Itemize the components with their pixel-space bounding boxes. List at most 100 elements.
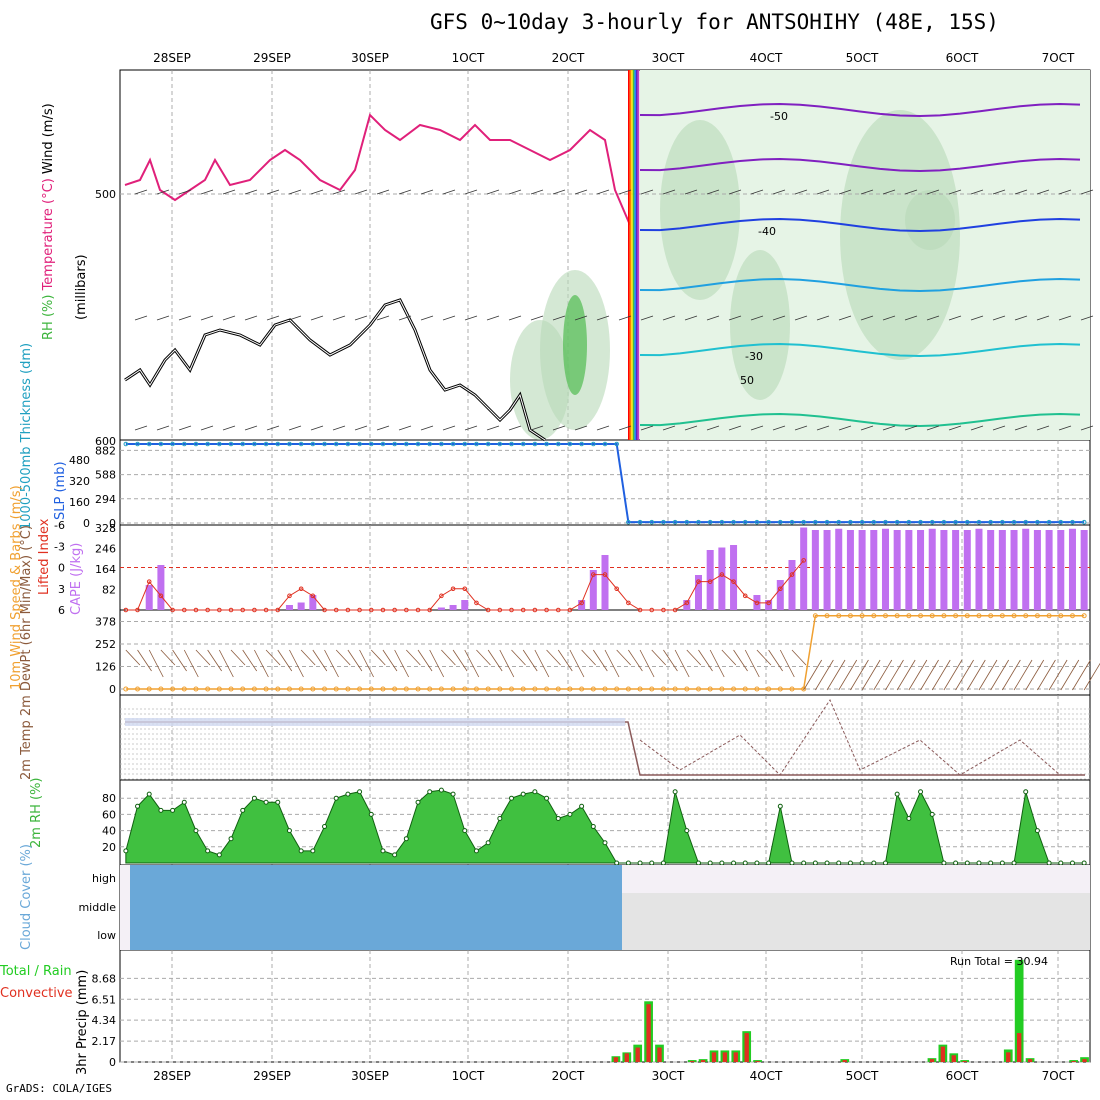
wind-barb: [698, 649, 713, 672]
wind-speed-point: [205, 686, 211, 692]
cape-bar: [881, 528, 889, 610]
wind-speed-point: [871, 613, 877, 619]
precip-convective-bar: [624, 1053, 629, 1062]
wind-barb: [324, 649, 339, 678]
moisture-line-inner: [124, 299, 546, 441]
slp-point: [684, 519, 690, 525]
wind-speed-point: [847, 613, 853, 619]
slp-point: [322, 441, 327, 447]
wind-speed-point: [1058, 613, 1064, 619]
wind-barb: [992, 189, 1006, 195]
wind-barb: [552, 315, 566, 321]
wind-speed-point: [345, 686, 351, 692]
wind-barb: [200, 189, 214, 195]
wind-speed-point: [824, 613, 830, 619]
rh-point: [894, 791, 900, 797]
wind-speed-point: [918, 613, 924, 619]
wind-barb: [1060, 659, 1080, 691]
rh-point: [555, 815, 561, 821]
wind-barb: [300, 649, 316, 666]
wind-speed-point: [882, 613, 888, 619]
wind-barb: [486, 189, 500, 195]
wind-barb: [332, 425, 346, 431]
slp-point: [217, 441, 222, 447]
rainbow-band: [631, 70, 633, 440]
wind-barb: [816, 315, 830, 321]
cape-bar: [1057, 530, 1065, 610]
precip-convective-bar: [951, 1055, 956, 1062]
wind-barb: [1048, 659, 1068, 691]
slp-point: [988, 519, 993, 525]
x-tick-label-bottom: 28SEP: [153, 1069, 191, 1083]
x-tick-label-bottom: 30SEP: [351, 1069, 389, 1083]
wind-barb: [398, 425, 412, 431]
wind-barb: [860, 425, 874, 431]
x-tick-label-bottom: 5OCT: [846, 1069, 879, 1083]
precip-convective-bar: [842, 1060, 847, 1062]
slp-point: [532, 441, 538, 447]
y-axis-label-li: Lifted Index: [37, 518, 52, 595]
wind-barb: [376, 425, 390, 431]
rh-point: [789, 860, 795, 866]
y-axis-label-rh: 2m RH (%): [29, 777, 44, 848]
wind-speed-point: [380, 686, 386, 692]
wind-barb: [134, 189, 148, 195]
wind-barb: [1036, 425, 1050, 431]
slp-tick-label: 588: [95, 469, 116, 482]
temp-range-band: [125, 718, 625, 726]
rh-point: [193, 828, 199, 834]
wind-barb: [803, 659, 823, 691]
slp-point: [123, 441, 129, 447]
slp-point: [1000, 519, 1005, 525]
precip-total-bar: [1014, 959, 1024, 1062]
wind-barb: [359, 649, 374, 678]
wind-barb: [1025, 659, 1045, 691]
cape-bar: [145, 585, 153, 610]
wind-speed-point: [263, 686, 269, 692]
x-tick-label-bottom: 7OCT: [1042, 1069, 1075, 1083]
wind-barb: [1037, 659, 1056, 691]
rh-point: [403, 836, 409, 842]
wind-barb: [684, 189, 698, 195]
wind-speed-point: [660, 686, 666, 692]
x-tick-label-top: 7OCT: [1042, 51, 1075, 65]
x-tick-label-top: 28SEP: [153, 51, 191, 65]
precip-convective-bar: [755, 1061, 760, 1062]
y-axis-units-upper: (millibars): [74, 254, 89, 320]
li-point: [205, 607, 210, 613]
wind-barb: [604, 649, 620, 678]
slp-point: [953, 519, 958, 525]
wind-barb: [476, 649, 491, 666]
wind-barb: [442, 425, 456, 431]
rh-point: [754, 860, 760, 866]
rh-point: [170, 807, 176, 813]
wind-barb: [382, 649, 398, 672]
wind-barb: [530, 425, 544, 431]
slp-point: [929, 519, 935, 525]
wind-speed-point: [672, 686, 678, 692]
rh-point: [918, 789, 924, 795]
wind-speed-point: [368, 686, 374, 692]
wind-speed-point: [392, 686, 398, 692]
wind-speed-point: [532, 686, 538, 692]
wind-barb: [200, 315, 214, 321]
wind-barb: [779, 649, 795, 678]
wind-barb: [310, 189, 324, 195]
rh-point: [824, 860, 830, 866]
li-point: [485, 607, 491, 613]
wind-barb: [926, 425, 940, 431]
y-axis-label-upper: RH (%) Temperature (°C) Wind (m/s): [41, 103, 56, 340]
slp-point: [181, 441, 187, 447]
li-point: [789, 572, 795, 577]
wind-barb: [244, 425, 258, 431]
wind-barb: [970, 425, 984, 431]
li-line: [125, 560, 805, 611]
slp-point: [439, 441, 444, 447]
wind-barb: [838, 315, 852, 321]
wind-barb: [885, 659, 904, 691]
precip-convective-bar: [700, 1060, 706, 1062]
wind-barb: [815, 659, 834, 691]
slp-point: [637, 519, 643, 525]
wind-barb: [772, 189, 786, 195]
slp-point: [509, 441, 514, 447]
